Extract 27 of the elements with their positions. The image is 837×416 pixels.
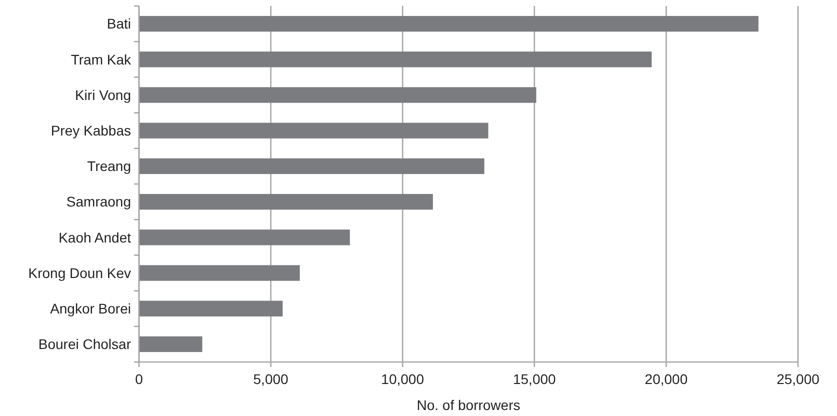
bar [139, 265, 300, 281]
bar [139, 16, 758, 32]
y-tick-label: Treang [87, 158, 131, 174]
bar [139, 52, 652, 68]
x-tick-label: 15,000 [512, 371, 556, 387]
bar [139, 194, 433, 210]
x-axis-title: No. of borrowers [416, 397, 520, 413]
bar [139, 336, 202, 352]
y-tick-label: Bourei Cholsar [38, 336, 132, 352]
x-tick-label: 25,000 [776, 371, 820, 387]
y-tick-label: Samraong [66, 194, 131, 210]
y-tick-label: Krong Doun Kev [28, 264, 131, 281]
x-tick-label: 0 [135, 371, 144, 387]
bar [139, 300, 283, 316]
y-tick-label: Prey Kabbas [50, 122, 131, 138]
y-tick-label: Tram Kak [70, 51, 132, 68]
bar [139, 87, 536, 103]
x-tick-label: 20,000 [644, 371, 688, 387]
bar [139, 158, 484, 174]
y-tick-label: Bati [106, 16, 131, 32]
bar [139, 122, 488, 138]
y-tick-label: Kiri Vong [74, 86, 131, 103]
x-tick-label: 5,000 [253, 371, 289, 387]
y-tick-label: Kaoh Andet [58, 229, 132, 246]
bar [139, 230, 350, 246]
y-tick-label: Angkor Borei [50, 300, 131, 316]
x-tick-label: 10,000 [381, 371, 424, 387]
